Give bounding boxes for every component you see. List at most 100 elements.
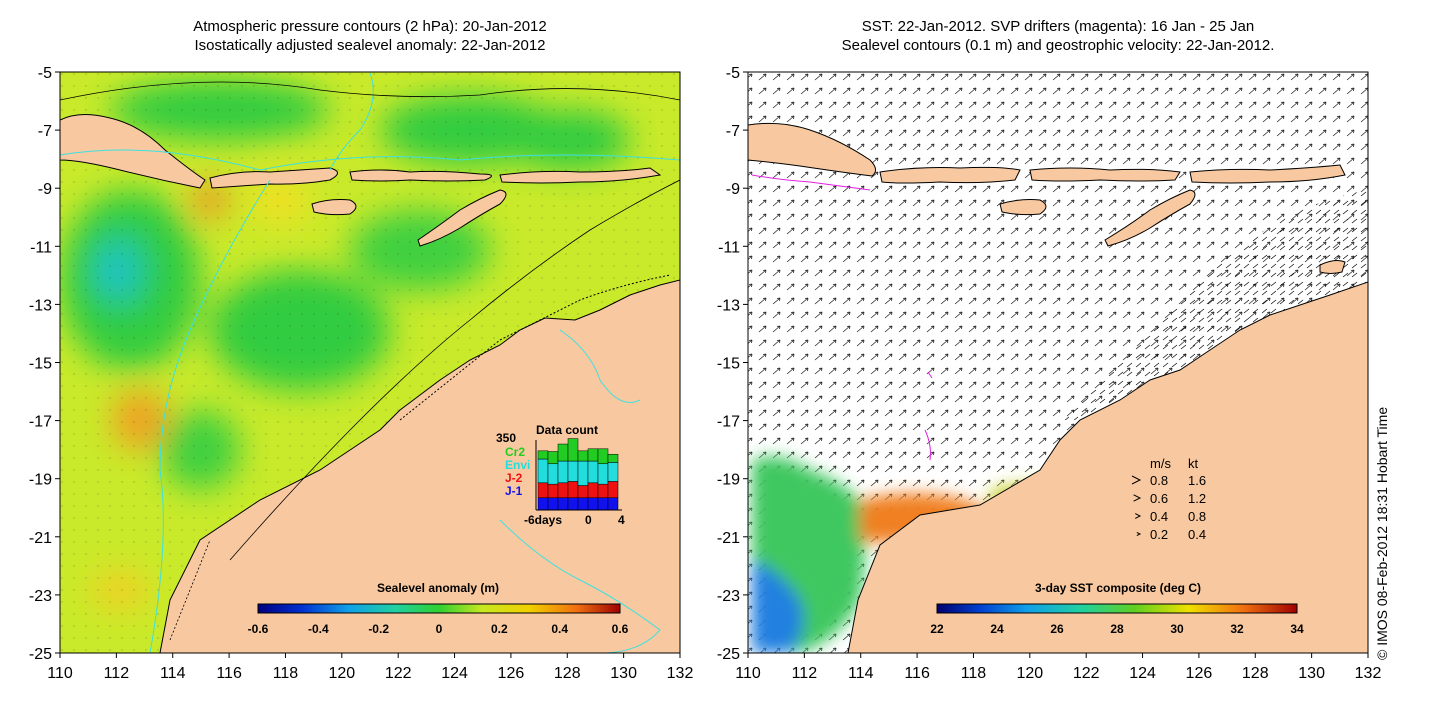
velocity-header-kt: kt bbox=[1188, 456, 1199, 471]
lat-label: -11 bbox=[718, 239, 740, 256]
data-count-legend-item: Envi bbox=[505, 458, 530, 472]
lon-label: 128 bbox=[1242, 665, 1269, 682]
data-count-bar-blue bbox=[597, 497, 609, 511]
data-count-bar-green bbox=[547, 451, 559, 465]
lon-label: 128 bbox=[554, 665, 581, 682]
colorbar-tick-label: 26 bbox=[1050, 622, 1064, 636]
lon-label: 124 bbox=[441, 665, 468, 682]
sla-colorbar-gradient bbox=[257, 603, 621, 614]
sla-colorbar: Sealevel anomaly (m) -0.6 -0.4 -0.2 0 0.2 0.4… bbox=[248, 581, 629, 636]
data-count-bar-red bbox=[567, 481, 579, 499]
data-count-bar-blue bbox=[547, 497, 559, 511]
lon-label: 120 bbox=[328, 665, 355, 682]
lat-label: -21 bbox=[717, 530, 740, 547]
sst-colorbar-label: 3-day SST composite (deg C) bbox=[1035, 581, 1201, 595]
lon-label: 110 bbox=[47, 665, 73, 682]
colorbar-tick-label: 22 bbox=[930, 622, 944, 636]
lon-label: 112 bbox=[792, 665, 818, 682]
data-count-bar-blue bbox=[587, 497, 599, 511]
lat-label: -23 bbox=[29, 588, 52, 605]
colorbar-tick-label: 24 bbox=[990, 622, 1004, 636]
lat-label: -13 bbox=[29, 297, 52, 314]
data-count-xlabel-end: 4 bbox=[618, 513, 625, 527]
data-count-bar-blue bbox=[607, 497, 619, 511]
lon-label: 126 bbox=[1186, 665, 1213, 682]
data-count-bar-red bbox=[577, 485, 589, 499]
lat-label: -11 bbox=[30, 239, 52, 256]
data-count-xlabel-start: -6days bbox=[524, 513, 562, 527]
data-count-title: Data count bbox=[536, 423, 598, 437]
data-count-bar-cyan bbox=[607, 462, 619, 482]
lon-label: 114 bbox=[848, 665, 874, 682]
left-lat-axis: -5 -7 -9 -11 -13 -15 -17 -19 -21 -23 -25 bbox=[29, 65, 60, 663]
data-count-legend-item: J-1 bbox=[505, 484, 523, 498]
velocity-kt: 1.2 bbox=[1188, 491, 1206, 506]
lon-label: 122 bbox=[385, 665, 412, 682]
lon-label: 114 bbox=[160, 665, 186, 682]
velocity-header-ms: m/s bbox=[1150, 456, 1171, 471]
left-title-line1: Atmospheric pressure contours (2 hPa): 2… bbox=[193, 18, 547, 35]
lon-label: 132 bbox=[667, 665, 694, 682]
velocity-kt: 1.6 bbox=[1188, 473, 1206, 488]
data-count-xlabel-mid: 0 bbox=[585, 513, 592, 527]
data-count-bar-green bbox=[557, 443, 569, 462]
data-count-bar-green bbox=[607, 453, 619, 463]
data-count-bar-blue bbox=[557, 497, 569, 511]
data-count-max: 350 bbox=[496, 431, 516, 445]
left-title-line2: Isostatically adjusted sealevel anomaly:… bbox=[194, 37, 546, 54]
lat-label: -5 bbox=[726, 65, 740, 82]
lat-label: -9 bbox=[38, 181, 52, 198]
data-count-bar-green bbox=[537, 450, 549, 460]
lat-label: -23 bbox=[717, 588, 740, 605]
data-count-bar-green bbox=[597, 448, 609, 465]
lon-label: 132 bbox=[1355, 665, 1382, 682]
lon-label: 130 bbox=[610, 665, 637, 682]
sla-colorbar-label: Sealevel anomaly (m) bbox=[377, 581, 499, 595]
lon-label: 118 bbox=[273, 665, 299, 682]
velocity-ms: 0.8 bbox=[1150, 473, 1168, 488]
colorbar-tick-label: 32 bbox=[1230, 622, 1244, 636]
velocity-ms: 0.6 bbox=[1150, 491, 1168, 506]
lon-label: 110 bbox=[735, 665, 761, 682]
velocity-legend: m/s kt 0.8 1.6 0.6 1.2 0.4 0.8 0.2 0.4 bbox=[1131, 456, 1206, 542]
lat-label: -19 bbox=[717, 472, 740, 489]
lat-label: -17 bbox=[29, 414, 52, 431]
velocity-arrow-icon bbox=[1133, 494, 1142, 502]
data-count-bar-cyan bbox=[547, 463, 559, 485]
data-count-bar-blue bbox=[577, 497, 589, 511]
data-count-bar-blue bbox=[537, 497, 549, 511]
data-count-bar-cyan bbox=[557, 460, 569, 484]
lat-label: -15 bbox=[29, 356, 52, 373]
data-count-bar-red bbox=[537, 482, 549, 499]
data-count-legend-item: Cr2 bbox=[505, 445, 525, 459]
lon-label: 130 bbox=[1298, 665, 1325, 682]
data-count-bar-cyan bbox=[567, 460, 579, 482]
colorbar-tick-label: 0.6 bbox=[612, 622, 629, 636]
data-count-bar-cyan bbox=[577, 460, 589, 486]
colorbar-tick-label: -0.4 bbox=[308, 622, 329, 636]
lat-label: -13 bbox=[717, 297, 740, 314]
left-panel-title: Atmospheric pressure contours (2 hPa): 2… bbox=[60, 17, 680, 55]
data-count-bar-cyan bbox=[597, 463, 609, 485]
data-count-bar-green bbox=[577, 450, 589, 462]
right-title-line1: SST: 22-Jan-2012. SVP drifters (magenta)… bbox=[861, 18, 1255, 35]
lon-label: 124 bbox=[1129, 665, 1156, 682]
lat-label: -5 bbox=[38, 65, 52, 82]
data-count-bar-cyan bbox=[587, 460, 599, 484]
lat-label: -7 bbox=[38, 123, 52, 140]
right-lon-axis: 110 112 114 116 118 120 122 124 126 128 130 132 bbox=[735, 653, 1381, 682]
lat-label: -19 bbox=[29, 472, 52, 489]
lat-label: -17 bbox=[717, 414, 740, 431]
velocity-arrow-icon bbox=[1136, 531, 1142, 537]
lon-label: 112 bbox=[104, 665, 130, 682]
velocity-arrow-icon bbox=[1131, 475, 1142, 485]
data-count-bar-green bbox=[587, 448, 599, 462]
sst-colorbar: 3-day SST composite (deg C) 22 24 26 28 30 32… bbox=[930, 581, 1304, 636]
velocity-kt: 0.8 bbox=[1188, 509, 1206, 524]
data-count-bar-red bbox=[587, 482, 599, 499]
lat-label: -21 bbox=[29, 530, 52, 547]
data-count-bar-red bbox=[597, 483, 609, 499]
